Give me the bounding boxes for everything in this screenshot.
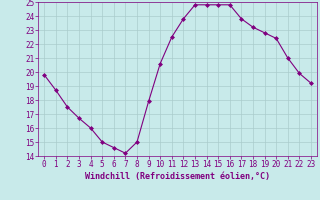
X-axis label: Windchill (Refroidissement éolien,°C): Windchill (Refroidissement éolien,°C): [85, 172, 270, 181]
